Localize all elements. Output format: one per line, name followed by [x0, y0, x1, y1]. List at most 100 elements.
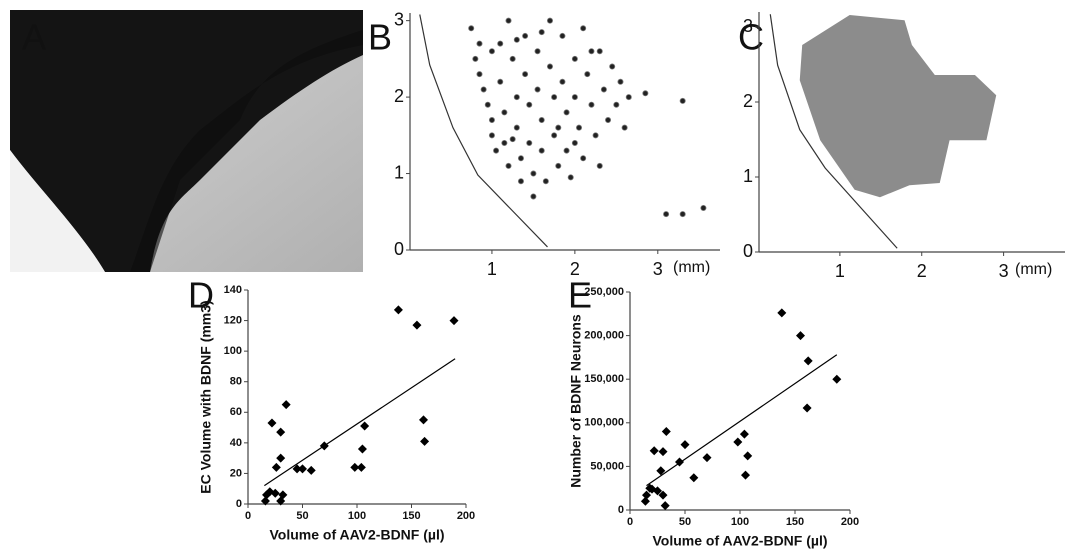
x-tick-label: 100 — [348, 510, 366, 522]
y-tick-label: 20 — [230, 467, 242, 479]
x-tick-label: 100 — [731, 516, 749, 528]
y-axis-label: EC Volume with BDNF (mm3) — [198, 300, 214, 493]
point — [350, 462, 360, 472]
point — [271, 462, 281, 472]
point — [509, 55, 516, 62]
point — [270, 488, 280, 498]
point — [493, 147, 500, 154]
point — [621, 124, 628, 131]
point — [497, 78, 504, 85]
point — [534, 86, 541, 93]
point — [571, 55, 578, 62]
point — [588, 101, 595, 108]
point — [509, 136, 516, 143]
point — [526, 101, 533, 108]
point — [551, 94, 558, 101]
y-tick-label: 100 — [224, 345, 242, 357]
y-tick-label: 0 — [394, 239, 404, 259]
y-tick-label: 80 — [230, 376, 242, 388]
y-tick-label: 2 — [743, 91, 753, 111]
point — [276, 453, 286, 463]
panel-label: C — [738, 17, 764, 58]
y-tick-label: 140 — [224, 284, 242, 296]
x-tick-label: 3 — [653, 259, 663, 279]
point — [488, 132, 495, 139]
x-tick-label: 0 — [245, 510, 251, 522]
x-unit: (mm) — [673, 259, 710, 276]
y-tick-label: 50,000 — [590, 460, 624, 472]
y-tick-label: 1 — [743, 166, 753, 186]
y-tick-label: 0 — [618, 504, 624, 516]
point — [546, 17, 553, 24]
point — [679, 97, 686, 104]
point — [832, 374, 842, 384]
y-tick-label: 3 — [394, 9, 404, 29]
point — [567, 174, 574, 181]
point — [484, 101, 491, 108]
point — [625, 94, 632, 101]
x-tick-label: 150 — [402, 510, 420, 522]
point — [596, 48, 603, 55]
point — [663, 211, 670, 218]
point — [580, 25, 587, 32]
point — [538, 147, 545, 154]
x-tick-label: 50 — [296, 510, 308, 522]
point — [571, 139, 578, 146]
point — [356, 462, 366, 472]
point — [488, 48, 495, 55]
x-tick-label: 150 — [786, 516, 804, 528]
point — [418, 415, 428, 425]
point — [656, 466, 666, 476]
point — [555, 162, 562, 169]
panel-label: B — [368, 17, 392, 58]
point — [505, 162, 512, 169]
point — [617, 78, 624, 85]
y-tick-label: 150,000 — [584, 373, 624, 385]
point — [546, 63, 553, 70]
point — [803, 356, 813, 366]
y-tick-label: 200,000 — [584, 330, 624, 342]
area — [799, 15, 997, 198]
point — [530, 193, 537, 200]
panel-label: A — [22, 17, 46, 58]
point — [640, 496, 650, 506]
y-tick-label: 40 — [230, 437, 242, 449]
point — [559, 32, 566, 39]
point — [596, 162, 603, 169]
point — [700, 204, 707, 211]
point — [559, 78, 566, 85]
x-tick-label: 3 — [999, 261, 1009, 281]
point — [605, 117, 612, 124]
x-tick-label: 2 — [570, 259, 580, 279]
point — [642, 490, 651, 500]
point — [576, 124, 583, 131]
point — [449, 316, 459, 326]
y-tick-label: 2 — [394, 86, 404, 106]
line — [264, 358, 456, 487]
point — [542, 178, 549, 185]
y-tick-label: 250,000 — [584, 286, 624, 298]
point — [292, 464, 302, 474]
point — [501, 109, 508, 116]
point — [613, 101, 620, 108]
x-tick-label: 1 — [835, 261, 845, 281]
x-axis-label: Volume of AAV2-BDNF (µl) — [652, 533, 827, 549]
point — [689, 473, 699, 483]
y-tick-label: 100,000 — [584, 417, 624, 429]
x-tick-label: 1 — [487, 259, 497, 279]
point — [476, 40, 483, 47]
y-tick-label: 60 — [230, 406, 242, 418]
y-tick-label: 0 — [236, 498, 242, 510]
point — [743, 451, 753, 461]
point — [555, 124, 562, 131]
point — [360, 421, 370, 431]
point — [551, 132, 558, 139]
point — [658, 490, 668, 500]
line — [769, 14, 898, 249]
point — [802, 403, 812, 413]
point — [741, 470, 750, 480]
panel-label: D — [188, 275, 214, 316]
point — [517, 178, 524, 185]
point — [276, 427, 286, 437]
x-tick-label: 0 — [627, 516, 633, 528]
